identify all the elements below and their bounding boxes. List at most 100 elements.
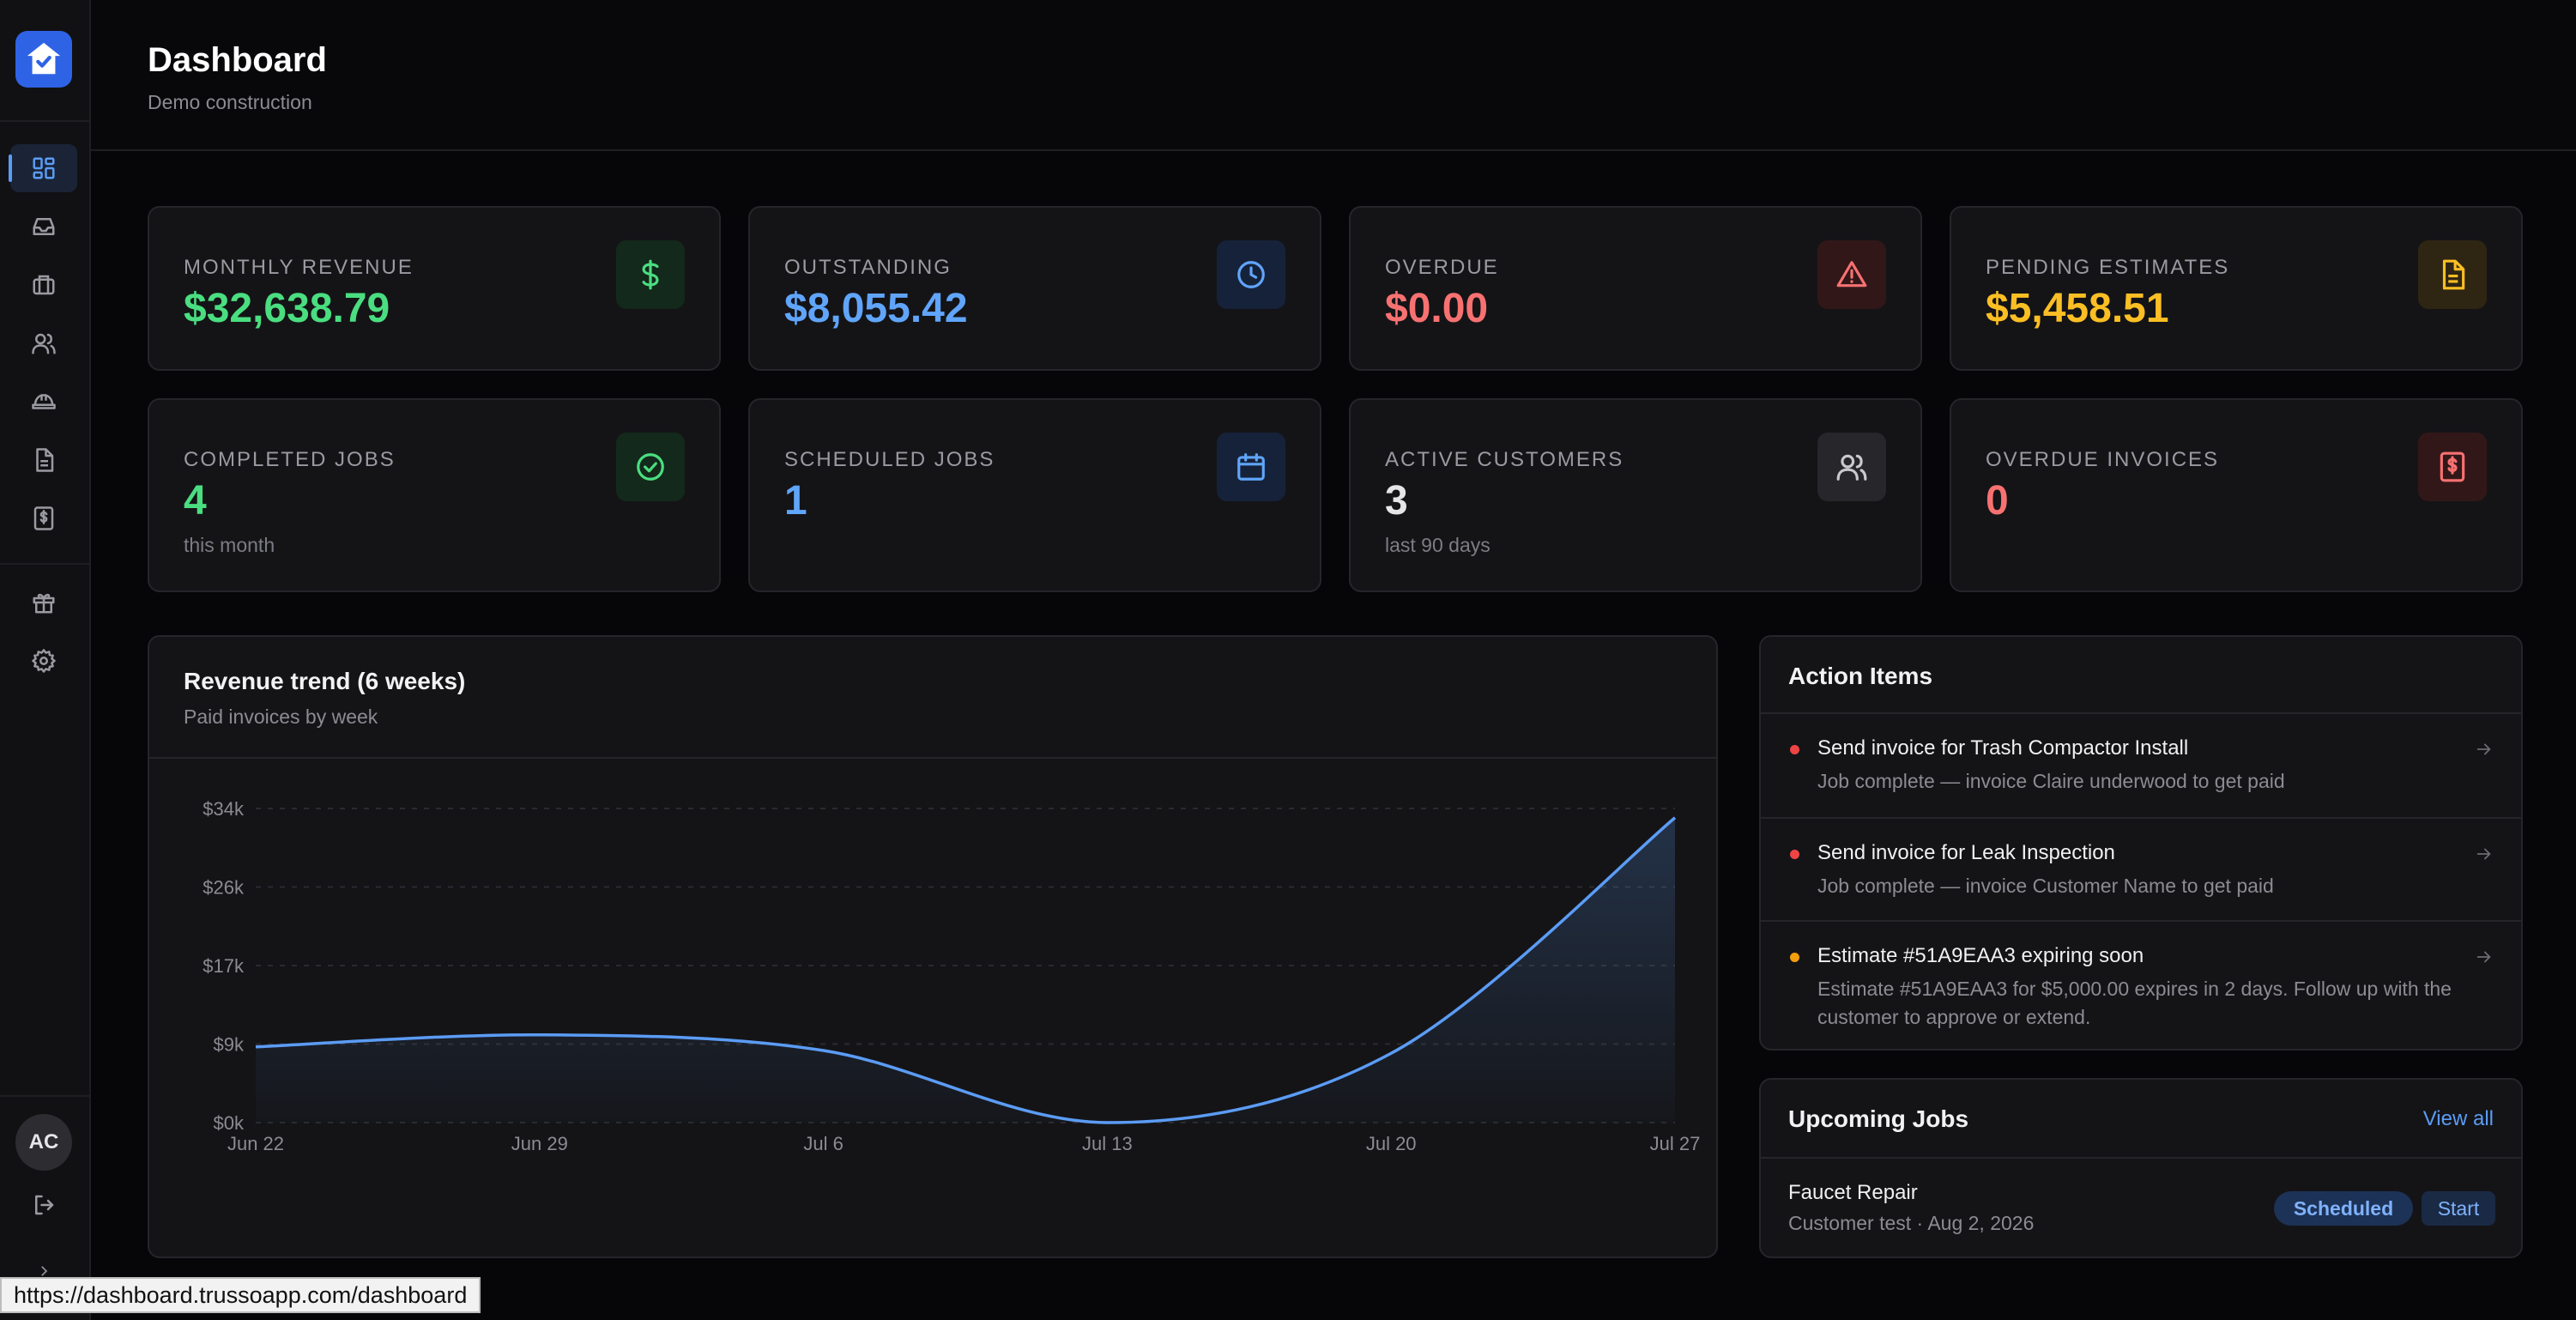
stat-card-scheduled-jobs[interactable]: SCHEDULED JOBS 1 <box>748 398 1321 592</box>
sidebar-item-invoices[interactable] <box>10 494 77 542</box>
revenue-chart-subtitle: Paid invoices by week <box>184 705 378 728</box>
document-icon <box>36 448 54 472</box>
sidebar-item-inbox[interactable] <box>10 203 77 251</box>
row-divider <box>1761 920 2521 922</box>
upcoming-job-row[interactable]: Faucet Repair Customer test · Aug 2, 202… <box>1761 1159 2521 1258</box>
panel-divider <box>1761 712 2521 714</box>
stat-card-outstanding[interactable]: OUTSTANDING $8,055.42 <box>748 206 1321 371</box>
job-meta: Customer test · Aug 2, 2026 <box>1788 1212 2035 1234</box>
hard-hat-icon <box>32 394 56 409</box>
stat-value: 0 <box>1986 478 2009 524</box>
view-all-link[interactable]: View all <box>2422 1107 2494 1130</box>
x-tick-label: Jun 29 <box>511 1133 568 1154</box>
users-icon <box>1836 454 1867 481</box>
app-logo[interactable] <box>15 31 72 88</box>
revenue-chart-title: Revenue trend (6 weeks) <box>184 668 466 694</box>
stat-icon-box <box>2418 240 2487 309</box>
y-tick-label: $0k <box>214 1112 245 1134</box>
arrow-right-icon <box>2475 948 2494 966</box>
x-tick-label: Jul 6 <box>803 1133 843 1154</box>
sidebar-item-team[interactable] <box>10 378 77 426</box>
file-text-icon <box>2442 259 2465 290</box>
stat-label: MONTHLY REVENUE <box>184 256 414 279</box>
stat-label: OUTSTANDING <box>784 256 952 279</box>
gift-icon <box>33 593 55 614</box>
action-item[interactable]: Send invoice for Leak Inspection Job com… <box>1761 819 2521 922</box>
grid-icon <box>33 157 55 179</box>
sidebar-item-jobs[interactable] <box>10 261 77 309</box>
stat-card-overdue[interactable]: OVERDUE $0.00 <box>1349 206 1922 371</box>
start-job-button[interactable]: Start <box>2422 1191 2495 1226</box>
revenue-trend-panel: Revenue trend (6 weeks) Paid invoices by… <box>148 635 1718 1258</box>
stat-label: SCHEDULED JOBS <box>784 448 995 471</box>
chevron-right-icon <box>41 1266 48 1276</box>
clock-icon <box>1237 261 1265 288</box>
stat-card-completed-jobs[interactable]: COMPLETED JOBS 4 this month <box>148 398 721 592</box>
revenue-chart: $0k $9k $17k $26k $34k Jun 22 Jun 29 Jul 6 Jul 1… <box>203 798 1700 1154</box>
page-subtitle: Demo construction <box>148 91 312 113</box>
sidebar-item-referrals[interactable] <box>10 578 77 627</box>
stat-card-monthly-revenue[interactable]: MONTHLY REVENUE $32,638.79 <box>148 206 721 371</box>
logout-button[interactable] <box>10 1181 77 1229</box>
stat-label: OVERDUE INVOICES <box>1986 448 2220 471</box>
upcoming-jobs-panel: Upcoming Jobs View all Faucet Repair Cus… <box>1759 1078 2523 1258</box>
action-item-description: Job complete — invoice Claire underwood … <box>1817 770 2285 792</box>
invoice-icon <box>33 506 54 530</box>
panel-divider <box>149 757 1716 759</box>
revenue-line <box>255 816 1677 1124</box>
x-tick-label: Jul 13 <box>1082 1133 1133 1154</box>
row-divider <box>1761 817 2521 819</box>
stat-icon-box <box>1217 433 1285 501</box>
sidebar-item-settings[interactable] <box>10 637 77 685</box>
receipt-icon <box>2440 451 2465 482</box>
y-tick-label: $34k <box>203 798 245 820</box>
action-item-title: Send invoice for Trash Compactor Install <box>1817 736 2189 760</box>
stat-subtext: this month <box>184 534 275 556</box>
stat-value: $32,638.79 <box>184 286 390 331</box>
sidebar-item-estimates[interactable] <box>10 436 77 484</box>
briefcase-icon <box>33 275 55 295</box>
gear-icon <box>32 649 56 673</box>
sidebar-divider <box>0 1095 89 1097</box>
x-tick-label: Jul 20 <box>1366 1133 1417 1154</box>
stat-value: $5,458.51 <box>1986 286 2169 331</box>
action-item-description: Job complete — invoice Customer Name to … <box>1817 875 2274 897</box>
panel-divider <box>1761 1157 2521 1159</box>
action-items-panel: Action Items Send invoice for Trash Comp… <box>1759 635 2523 1051</box>
priority-dot <box>1790 850 1799 859</box>
x-tick-label: Jun 22 <box>227 1133 284 1154</box>
sidebar-item-customers[interactable] <box>10 319 77 367</box>
y-tick-label: $17k <box>203 955 245 977</box>
status-bar-url: https://dashboard.trussoapp.com/dashboar… <box>0 1277 481 1313</box>
collapse-sidebar-button[interactable] <box>36 1263 51 1279</box>
calendar-icon <box>1237 453 1265 481</box>
y-tick-label: $9k <box>214 1034 245 1056</box>
logout-icon <box>35 1195 54 1215</box>
sidebar: AC <box>0 0 91 1320</box>
stat-icon-box <box>616 240 685 309</box>
stat-label: OVERDUE <box>1385 256 1499 279</box>
action-item[interactable]: Estimate #51A9EAA3 expiring soon Estimat… <box>1761 922 2521 1051</box>
stat-icon-box <box>1217 240 1285 309</box>
arrow-right-icon <box>2475 845 2494 863</box>
stat-card-active-customers[interactable]: ACTIVE CUSTOMERS 3 last 90 days <box>1349 398 1922 592</box>
avatar[interactable]: AC <box>15 1114 72 1171</box>
stat-value: 3 <box>1385 478 1408 524</box>
action-item[interactable]: Send invoice for Trash Compactor Install… <box>1761 714 2521 817</box>
warning-icon <box>1836 261 1867 288</box>
stat-value: 4 <box>184 478 207 524</box>
stat-value: $8,055.42 <box>784 286 968 331</box>
stat-label: ACTIVE CUSTOMERS <box>1385 448 1624 471</box>
action-item-title: Send invoice for Leak Inspection <box>1817 841 2115 864</box>
job-title: Faucet Repair <box>1788 1181 1918 1204</box>
arrow-right-icon <box>2475 740 2494 759</box>
status-badge: Scheduled <box>2274 1191 2413 1226</box>
stat-label: PENDING ESTIMATES <box>1986 256 2230 279</box>
stat-card-pending-estimates[interactable]: PENDING ESTIMATES $5,458.51 <box>1950 206 2523 371</box>
revenue-area <box>256 817 1675 1123</box>
stat-card-overdue-invoices[interactable]: OVERDUE INVOICES 0 <box>1950 398 2523 592</box>
upcoming-jobs-title: Upcoming Jobs <box>1788 1105 1969 1132</box>
users-icon <box>32 333 56 354</box>
sidebar-item-dashboard[interactable] <box>9 144 77 192</box>
stat-icon-box <box>1817 240 1886 309</box>
